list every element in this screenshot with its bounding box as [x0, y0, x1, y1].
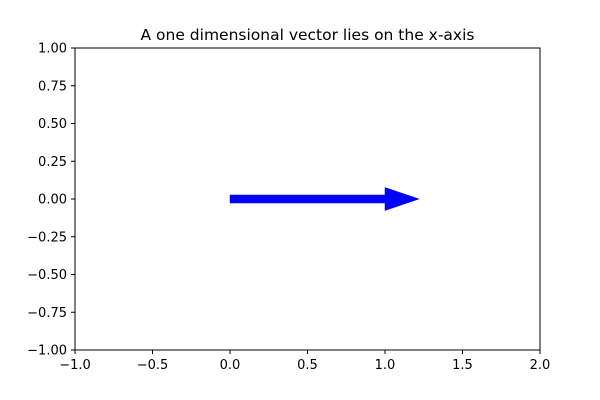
x-axis: −1.0 −0.5 0.0 0.5 1.0 1.5 2.0	[59, 350, 550, 373]
x-tick-label: 1.0	[375, 358, 396, 373]
y-tick-label: −0.75	[27, 306, 67, 321]
y-tick-label: −0.25	[27, 230, 67, 245]
vector-arrow	[229, 187, 420, 211]
y-tick-label: −1.00	[27, 344, 67, 359]
x-tick-label: 1.5	[452, 358, 473, 373]
axes-frame	[74, 47, 541, 351]
x-tick-label: 2.0	[530, 358, 551, 373]
x-tick-label: −0.5	[137, 358, 169, 373]
plot-area: −1.0 −0.5 0.0 0.5 1.0 1.5 2.0 1.00 0.75 0.50 0.25…	[27, 42, 550, 374]
y-tick-label: 1.00	[38, 42, 67, 57]
y-tick-label: 0.00	[38, 193, 67, 208]
y-tick-label: −0.50	[27, 268, 67, 283]
x-tick-label: 0.0	[220, 358, 241, 373]
chart-title: A one dimensional vector lies on the x-a…	[141, 26, 475, 44]
y-tick-label: 0.75	[38, 79, 67, 94]
y-tick-label: 0.50	[38, 117, 67, 132]
x-tick-label: −1.0	[59, 358, 91, 373]
y-tick-label: 0.25	[38, 155, 67, 170]
x-tick-label: 0.5	[297, 358, 318, 373]
y-axis: 1.00 0.75 0.50 0.25 0.00 −0.25 −0.50 −0.75 −1.00	[27, 42, 75, 359]
vectors-layer	[229, 187, 420, 211]
